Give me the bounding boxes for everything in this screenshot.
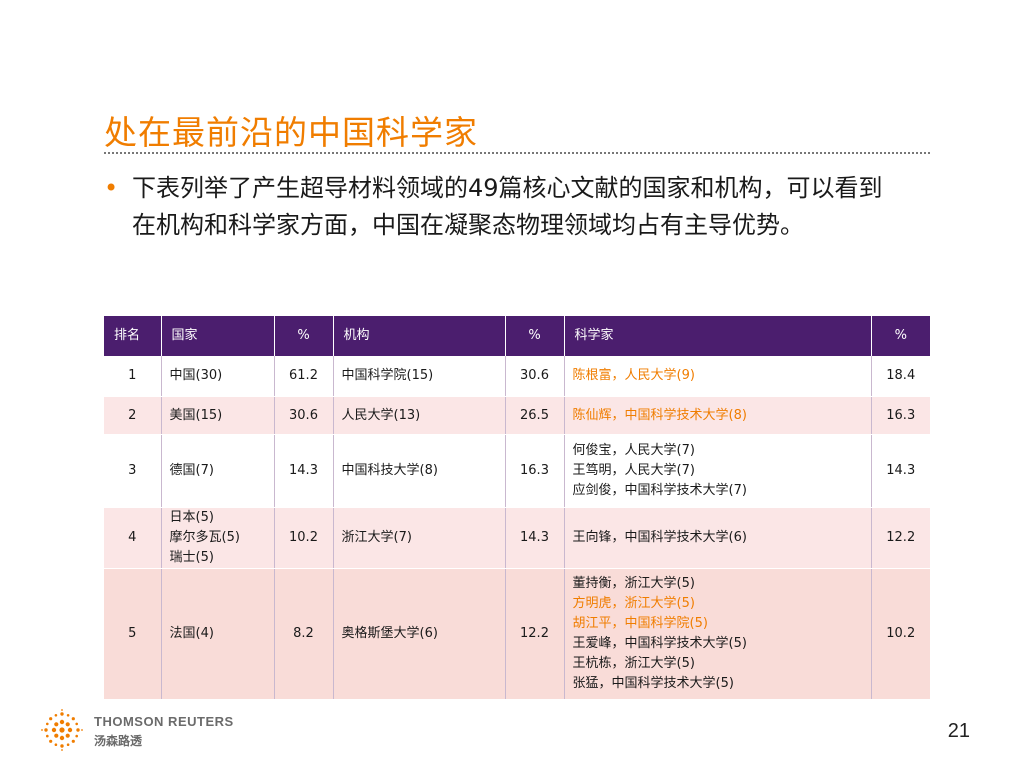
rank-cell: 4 [104, 507, 161, 569]
scientist-name: 应剑俊，中国科学技术大学(7) [572, 483, 747, 498]
institution-percent-cell: 12.2 [504, 568, 564, 700]
rank-cell: 3 [104, 434, 161, 508]
ranking-table: 排名 国家 % 机构 % 科学家 % 1 中国(30) 61.2 中国科学院(1… [104, 316, 930, 700]
scientist-name: 王向锋，中国科学技术大学(6) [572, 530, 747, 545]
slide-title: 处在最前沿的中国科学家 [104, 113, 478, 152]
scientist-percent-cell: 12.2 [870, 507, 930, 569]
institution-percent-cell: 30.6 [504, 356, 564, 397]
header-institution-percent: % [504, 316, 564, 356]
institution-cell: 人民大学(13) [332, 396, 505, 435]
country-percent-cell: 61.2 [273, 356, 333, 397]
scientist-name: 王笃明，人民大学(7) [572, 463, 695, 478]
scientist-name: 陈根富，人民大学(9) [572, 368, 695, 383]
table-row: 4 日本(5) 摩尔多瓦(5) 瑞士(5) 10.2 浙江大学(7) 14.3 … [104, 507, 930, 569]
scientist-name: 王杭栋，浙江大学(5) [572, 656, 695, 671]
table-row: 2 美国(15) 30.6 人民大学(13) 26.5 陈仙辉，中国科学技术大学… [104, 396, 930, 435]
country-percent-cell: 30.6 [273, 396, 333, 435]
country-cell: 德国(7) [160, 434, 274, 508]
bullet-text: 下表列举了产生超导材料领域的49篇核心文献的国家和机构，可以看到在机构和科学家方… [132, 174, 883, 239]
scientist-name: 方明虎，浙江大学(5) [572, 596, 695, 611]
country-percent-cell: 10.2 [273, 507, 333, 569]
country-name: 摩尔多瓦(5) [169, 530, 240, 545]
scientist-percent-cell: 10.2 [870, 568, 930, 700]
bullet-dot-icon: • [104, 174, 119, 202]
scientist-cell: 董持衡，浙江大学(5) 方明虎，浙江大学(5) 胡江平，中国科学院(5) 王爱峰… [563, 568, 871, 700]
logo-name-en: THOMSON REUTERS [94, 714, 234, 729]
table-row: 5 法国(4) 8.2 奥格斯堡大学(6) 12.2 董持衡，浙江大学(5) 方… [104, 568, 930, 700]
scientist-name: 董持衡，浙江大学(5) [572, 576, 695, 591]
institution-cell: 奥格斯堡大学(6) [332, 568, 505, 700]
logo-name-cn: 汤森路透 [94, 734, 143, 748]
scientist-name: 胡江平，中国科学院(5) [572, 616, 708, 631]
country-cell: 法国(4) [160, 568, 274, 700]
country-name: 美国(15) [169, 407, 223, 423]
header-rank: 排名 [104, 316, 161, 356]
scientist-cell: 陈仙辉，中国科学技术大学(8) [563, 396, 871, 435]
table-row: 1 中国(30) 61.2 中国科学院(15) 30.6 陈根富，人民大学(9)… [104, 356, 930, 397]
thomson-reuters-logo: THOMSON REUTERS 汤森路透 [40, 708, 240, 752]
bullet-point: • 下表列举了产生超导材料领域的49篇核心文献的国家和机构，可以看到在机构和科学… [104, 170, 904, 244]
country-name: 中国(30) [169, 368, 223, 383]
country-name: 法国(4) [169, 626, 214, 641]
table-row: 3 德国(7) 14.3 中国科技大学(8) 16.3 何俊宝，人民大学(7) … [104, 434, 930, 508]
scientist-cell: 陈根富，人民大学(9) [563, 356, 871, 397]
header-country: 国家 [160, 316, 274, 356]
table-header-row: 排名 国家 % 机构 % 科学家 % [104, 316, 930, 356]
country-percent-cell: 8.2 [273, 568, 333, 700]
institution-cell: 浙江大学(7) [332, 507, 505, 569]
dotted-sphere-logo-icon [41, 709, 83, 751]
country-cell: 美国(15) [160, 396, 274, 435]
institution-percent-cell: 14.3 [504, 507, 564, 569]
country-name: 日本(5) [169, 510, 214, 525]
header-scientist: 科学家 [563, 316, 871, 356]
scientist-name: 陈仙辉，中国科学技术大学(8) [572, 407, 747, 423]
country-name: 德国(7) [169, 463, 214, 478]
scientist-percent-cell: 14.3 [870, 434, 930, 508]
country-cell: 中国(30) [160, 356, 274, 397]
country-cell: 日本(5) 摩尔多瓦(5) 瑞士(5) [160, 507, 274, 569]
institution-percent-cell: 16.3 [504, 434, 564, 508]
scientist-cell: 王向锋，中国科学技术大学(6) [563, 507, 871, 569]
title-divider [104, 152, 930, 154]
header-institution: 机构 [332, 316, 505, 356]
rank-cell: 2 [104, 396, 161, 435]
institution-cell: 中国科学院(15) [332, 356, 505, 397]
institution-percent-cell: 26.5 [504, 396, 564, 435]
country-percent-cell: 14.3 [273, 434, 333, 508]
header-scientist-percent: % [870, 316, 930, 356]
rank-cell: 1 [104, 356, 161, 397]
scientist-percent-cell: 18.4 [870, 356, 930, 397]
scientist-name: 王爱峰，中国科学技术大学(5) [572, 636, 747, 651]
scientist-name: 何俊宝，人民大学(7) [572, 443, 695, 458]
institution-cell: 中国科技大学(8) [332, 434, 505, 508]
scientist-percent-cell: 16.3 [870, 396, 930, 435]
scientist-name: 张猛，中国科学技术大学(5) [572, 676, 734, 691]
page-number: 21 [947, 720, 970, 742]
rank-cell: 5 [104, 568, 161, 700]
country-name: 瑞士(5) [169, 550, 214, 565]
header-country-percent: % [273, 316, 333, 356]
scientist-cell: 何俊宝，人民大学(7) 王笃明，人民大学(7) 应剑俊，中国科学技术大学(7) [563, 434, 871, 508]
